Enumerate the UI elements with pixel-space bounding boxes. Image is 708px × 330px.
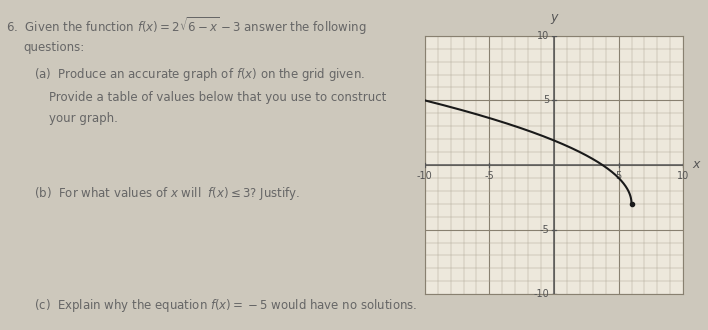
- Text: 10: 10: [677, 172, 690, 182]
- Text: Provide a table of values below that you use to construct: Provide a table of values below that you…: [49, 91, 387, 104]
- Text: your graph.: your graph.: [49, 112, 118, 125]
- Text: (c)  Explain why the equation $f(x) = -5$ would have no solutions.: (c) Explain why the equation $f(x) = -5$…: [34, 297, 417, 314]
- Text: -10: -10: [417, 172, 433, 182]
- Text: y: y: [550, 11, 558, 24]
- Text: -10: -10: [534, 289, 549, 299]
- Text: (b)  For what values of $x$ will  $f(x)\leq 3$? Justify.: (b) For what values of $x$ will $f(x)\le…: [34, 185, 300, 202]
- Text: 5: 5: [615, 172, 622, 182]
- Text: -5: -5: [539, 225, 549, 235]
- Text: 10: 10: [537, 31, 549, 41]
- Text: 5: 5: [543, 95, 549, 105]
- Text: questions:: questions:: [23, 41, 85, 54]
- Text: x: x: [692, 158, 700, 172]
- Text: 6.  Given the function $f(x)= 2\sqrt{6-x}-3$ answer the following: 6. Given the function $f(x)= 2\sqrt{6-x}…: [6, 15, 367, 37]
- Text: -5: -5: [484, 172, 494, 182]
- Text: (a)  Produce an accurate graph of $f(x)$ on the grid given.: (a) Produce an accurate graph of $f(x)$ …: [34, 66, 365, 83]
